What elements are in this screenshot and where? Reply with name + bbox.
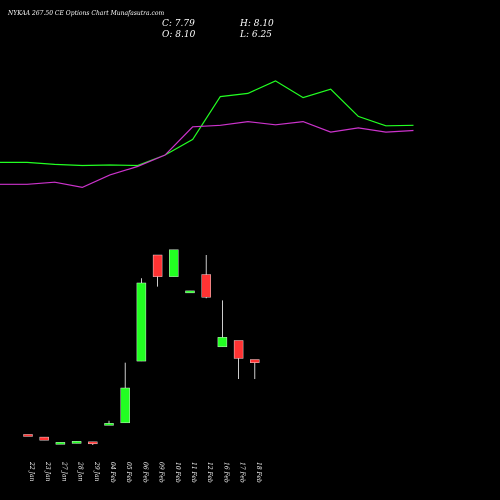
x-tick-label: 27 Jan bbox=[60, 461, 67, 482]
candle-body bbox=[55, 442, 66, 445]
candle-body bbox=[120, 387, 130, 424]
chart-title: NYKAA 267.50 CE Options Chart Munafasutr… bbox=[7, 10, 165, 17]
candles bbox=[23, 249, 260, 445]
x-axis-ticks: 22 Jan 23 Jan 27 Jan 28 Jan 29 Jan 04 Feb 05 F… bbox=[28, 461, 262, 483]
candle-body bbox=[136, 282, 147, 362]
overlay-line-2 bbox=[0, 120, 414, 189]
candle-11 bbox=[185, 290, 195, 294]
x-tick-label: 05 Feb bbox=[125, 462, 132, 483]
candle-5 bbox=[88, 441, 98, 445]
candle-body bbox=[233, 340, 244, 359]
x-tick-label: 09 Feb bbox=[158, 462, 165, 483]
x-tick-label: 22 Jan bbox=[28, 461, 35, 482]
x-tick-label: 12 Feb bbox=[206, 462, 213, 483]
candle-body bbox=[185, 290, 195, 294]
x-tick-label: 11 Feb bbox=[190, 462, 197, 483]
candle-body bbox=[88, 441, 98, 445]
candle-13 bbox=[217, 300, 228, 348]
low-price-label: L: 6.25 bbox=[239, 30, 272, 40]
candle-12 bbox=[201, 255, 211, 299]
candle-body bbox=[169, 249, 179, 277]
x-tick-label: 06 Feb bbox=[141, 462, 148, 483]
candle-body bbox=[201, 274, 211, 298]
candle-body bbox=[217, 337, 228, 348]
candle-1 bbox=[23, 434, 33, 437]
candle-3 bbox=[55, 442, 66, 445]
candle-body bbox=[250, 359, 260, 363]
x-tick-label: 18 Feb bbox=[255, 462, 262, 483]
candle-body bbox=[23, 434, 33, 437]
candle-body bbox=[39, 436, 49, 441]
candle-body bbox=[71, 441, 82, 444]
x-tick-label: 28 Jan bbox=[77, 461, 84, 482]
overlay-line-1 bbox=[0, 80, 414, 167]
x-tick-label: 10 Feb bbox=[174, 462, 181, 483]
x-tick-label: 23 Jan bbox=[44, 461, 51, 482]
candle-6 bbox=[104, 420, 114, 426]
candle-10 bbox=[169, 249, 179, 277]
candle-14 bbox=[233, 340, 244, 380]
candle-2 bbox=[39, 436, 49, 441]
overlay-lines bbox=[0, 80, 414, 189]
open-price-label: O: 8.10 bbox=[162, 30, 196, 40]
candle-7 bbox=[120, 362, 130, 424]
candle-body bbox=[152, 254, 163, 277]
close-price-label: C: 7.79 bbox=[162, 19, 195, 29]
candle-15 bbox=[250, 359, 260, 380]
x-tick-label: 16 Feb bbox=[222, 462, 229, 483]
x-tick-label: 17 Feb bbox=[239, 462, 246, 483]
candle-9 bbox=[152, 254, 163, 287]
candle-4 bbox=[71, 441, 82, 444]
candle-body bbox=[104, 423, 114, 426]
candle-8 bbox=[136, 278, 147, 362]
x-tick-label: 29 Jan bbox=[93, 461, 100, 482]
high-price-label: H: 8.10 bbox=[239, 19, 274, 29]
x-tick-label: 04 Feb bbox=[109, 462, 116, 483]
